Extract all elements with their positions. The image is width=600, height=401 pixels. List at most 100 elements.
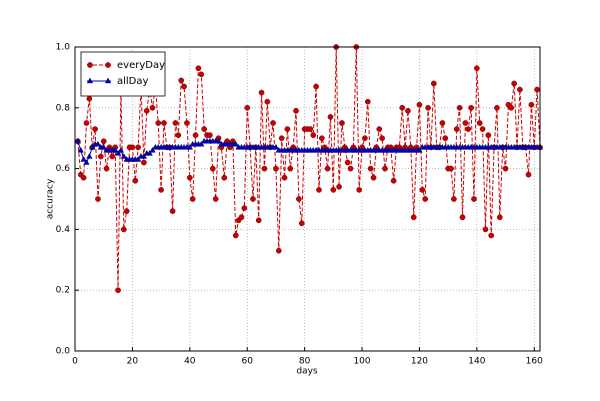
point bbox=[244, 104, 251, 111]
point bbox=[120, 226, 127, 233]
point bbox=[496, 214, 503, 221]
point bbox=[100, 143, 107, 150]
point bbox=[117, 146, 125, 153]
point bbox=[135, 144, 141, 151]
point bbox=[238, 214, 245, 221]
x-tick-label: 40 bbox=[184, 357, 196, 367]
point bbox=[92, 126, 98, 132]
point bbox=[367, 165, 374, 172]
point bbox=[479, 126, 486, 132]
point bbox=[298, 220, 305, 227]
point bbox=[189, 196, 196, 202]
x-tick-label: 20 bbox=[127, 357, 139, 367]
point bbox=[212, 196, 219, 202]
point bbox=[534, 86, 540, 93]
legend-marker bbox=[104, 77, 112, 84]
legend-label: allDay bbox=[117, 76, 149, 87]
point bbox=[382, 165, 388, 172]
point bbox=[181, 83, 187, 90]
point bbox=[508, 104, 515, 111]
point bbox=[465, 126, 472, 132]
point bbox=[356, 187, 363, 193]
point bbox=[339, 120, 345, 126]
point bbox=[255, 217, 262, 224]
point bbox=[439, 120, 446, 126]
point bbox=[270, 120, 276, 126]
point bbox=[319, 135, 325, 142]
point bbox=[451, 196, 457, 202]
point bbox=[186, 174, 193, 181]
y-axis-label: accuracy bbox=[46, 178, 56, 219]
point bbox=[471, 196, 477, 202]
point bbox=[462, 120, 469, 126]
point bbox=[296, 196, 302, 202]
point bbox=[364, 98, 371, 105]
y-tick-label: 0.6 bbox=[56, 164, 71, 174]
point bbox=[97, 153, 104, 160]
point bbox=[293, 107, 299, 114]
point bbox=[198, 71, 205, 78]
point bbox=[221, 174, 228, 181]
point bbox=[140, 153, 148, 159]
point bbox=[347, 165, 354, 172]
point bbox=[416, 146, 423, 153]
point bbox=[390, 177, 397, 184]
plot-frame bbox=[74, 46, 541, 352]
point bbox=[86, 95, 93, 102]
point bbox=[184, 120, 190, 126]
point bbox=[310, 132, 317, 139]
point bbox=[186, 143, 193, 150]
point bbox=[528, 101, 535, 108]
point bbox=[94, 140, 102, 147]
point bbox=[275, 247, 282, 254]
legend-marker bbox=[86, 77, 94, 84]
point bbox=[112, 146, 119, 153]
point bbox=[422, 196, 429, 202]
point bbox=[278, 135, 285, 142]
point bbox=[287, 165, 294, 172]
point bbox=[209, 165, 216, 172]
legend-marker bbox=[105, 62, 111, 68]
point bbox=[517, 86, 523, 93]
point bbox=[161, 120, 167, 126]
point bbox=[83, 120, 90, 126]
point bbox=[129, 144, 136, 151]
point bbox=[344, 159, 351, 166]
point bbox=[399, 104, 406, 111]
x-tick-label: 140 bbox=[468, 357, 485, 367]
point bbox=[77, 146, 84, 153]
x-tick-label: 160 bbox=[526, 357, 543, 367]
point bbox=[149, 146, 156, 153]
point bbox=[324, 165, 331, 172]
point bbox=[405, 107, 411, 114]
point bbox=[135, 156, 142, 162]
point bbox=[141, 159, 147, 166]
point bbox=[376, 126, 383, 132]
point bbox=[336, 183, 342, 190]
point bbox=[442, 135, 449, 142]
legend-label: everyDay bbox=[117, 60, 165, 71]
point bbox=[207, 132, 213, 139]
point bbox=[95, 196, 101, 202]
point bbox=[261, 165, 268, 172]
point bbox=[158, 187, 164, 193]
x-tick-label: 100 bbox=[353, 357, 370, 367]
point bbox=[172, 120, 179, 126]
point bbox=[425, 104, 431, 111]
point bbox=[146, 149, 153, 156]
point bbox=[100, 138, 107, 145]
point bbox=[258, 89, 265, 96]
point bbox=[327, 114, 334, 120]
point bbox=[456, 104, 463, 111]
point bbox=[115, 287, 121, 294]
point bbox=[379, 135, 385, 142]
point bbox=[86, 153, 93, 159]
point bbox=[370, 174, 377, 181]
y-tick-label: 0.2 bbox=[56, 286, 70, 296]
point bbox=[175, 132, 182, 139]
point bbox=[448, 165, 454, 172]
point bbox=[155, 120, 162, 126]
point bbox=[330, 187, 337, 193]
point bbox=[502, 165, 509, 172]
